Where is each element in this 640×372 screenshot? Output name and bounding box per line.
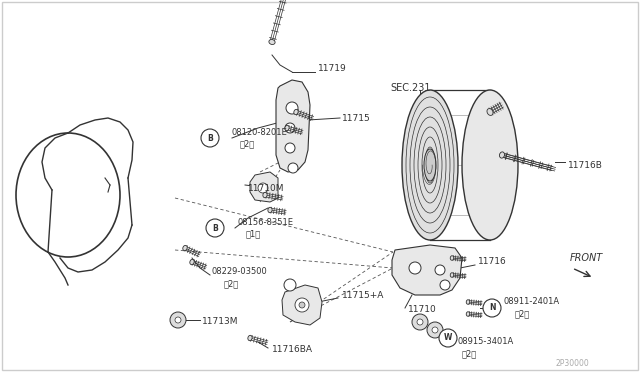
Text: 11710: 11710 — [408, 305, 436, 314]
Ellipse shape — [451, 273, 454, 277]
Polygon shape — [392, 245, 462, 295]
Text: 2P30000: 2P30000 — [555, 359, 589, 369]
Circle shape — [206, 219, 224, 237]
Ellipse shape — [183, 246, 188, 251]
Ellipse shape — [16, 133, 120, 257]
Text: 11710M: 11710M — [248, 183, 285, 192]
Text: 08120-8201E: 08120-8201E — [232, 128, 288, 137]
Text: 08156-8351E: 08156-8351E — [238, 218, 294, 227]
Ellipse shape — [295, 298, 309, 312]
Text: 11715+A: 11715+A — [342, 291, 385, 299]
Ellipse shape — [402, 90, 458, 240]
Ellipse shape — [175, 317, 181, 323]
Text: （2）: （2） — [224, 279, 239, 289]
Ellipse shape — [263, 192, 267, 198]
Polygon shape — [276, 80, 310, 172]
Ellipse shape — [294, 109, 298, 115]
Text: B: B — [207, 134, 213, 142]
Text: 11715: 11715 — [342, 113, 371, 122]
Text: 08911-2401A: 08911-2401A — [503, 298, 559, 307]
Text: W: W — [444, 334, 452, 343]
Text: FRONT: FRONT — [570, 253, 604, 263]
Ellipse shape — [487, 109, 493, 115]
Text: （1）: （1） — [246, 230, 261, 238]
Ellipse shape — [427, 322, 443, 338]
Text: SEC.231: SEC.231 — [390, 83, 431, 93]
Ellipse shape — [286, 102, 298, 114]
Text: 11716: 11716 — [478, 257, 507, 266]
Ellipse shape — [190, 259, 194, 264]
Polygon shape — [250, 172, 278, 202]
Ellipse shape — [500, 153, 504, 158]
Circle shape — [439, 329, 457, 347]
Ellipse shape — [451, 256, 454, 260]
Ellipse shape — [248, 335, 252, 341]
Polygon shape — [282, 285, 322, 325]
Ellipse shape — [462, 90, 518, 240]
Text: 08229-03500: 08229-03500 — [212, 267, 268, 276]
Ellipse shape — [284, 279, 296, 291]
Ellipse shape — [285, 123, 295, 133]
Ellipse shape — [170, 312, 186, 328]
Ellipse shape — [435, 265, 445, 275]
Text: （2）: （2） — [240, 140, 255, 148]
Circle shape — [201, 129, 219, 147]
Circle shape — [483, 299, 501, 317]
Ellipse shape — [285, 143, 295, 153]
Text: 11713M: 11713M — [202, 317, 239, 327]
Ellipse shape — [258, 183, 268, 193]
Ellipse shape — [424, 149, 436, 181]
Text: 11716BA: 11716BA — [272, 346, 313, 355]
Ellipse shape — [412, 314, 428, 330]
Text: N: N — [489, 304, 495, 312]
Ellipse shape — [268, 207, 272, 213]
Ellipse shape — [299, 302, 305, 308]
Text: B: B — [212, 224, 218, 232]
Ellipse shape — [285, 125, 289, 131]
Ellipse shape — [432, 327, 438, 333]
Ellipse shape — [467, 312, 470, 316]
Text: 11716B: 11716B — [568, 160, 603, 170]
Text: 11719: 11719 — [318, 64, 347, 73]
Text: （2）: （2） — [462, 350, 477, 359]
Ellipse shape — [467, 300, 470, 304]
Ellipse shape — [409, 262, 421, 274]
Ellipse shape — [269, 39, 275, 45]
Ellipse shape — [499, 152, 504, 158]
Ellipse shape — [440, 280, 450, 290]
Ellipse shape — [288, 163, 298, 173]
Ellipse shape — [417, 319, 423, 325]
Text: 08915-3401A: 08915-3401A — [458, 337, 515, 346]
Text: （2）: （2） — [515, 310, 531, 318]
